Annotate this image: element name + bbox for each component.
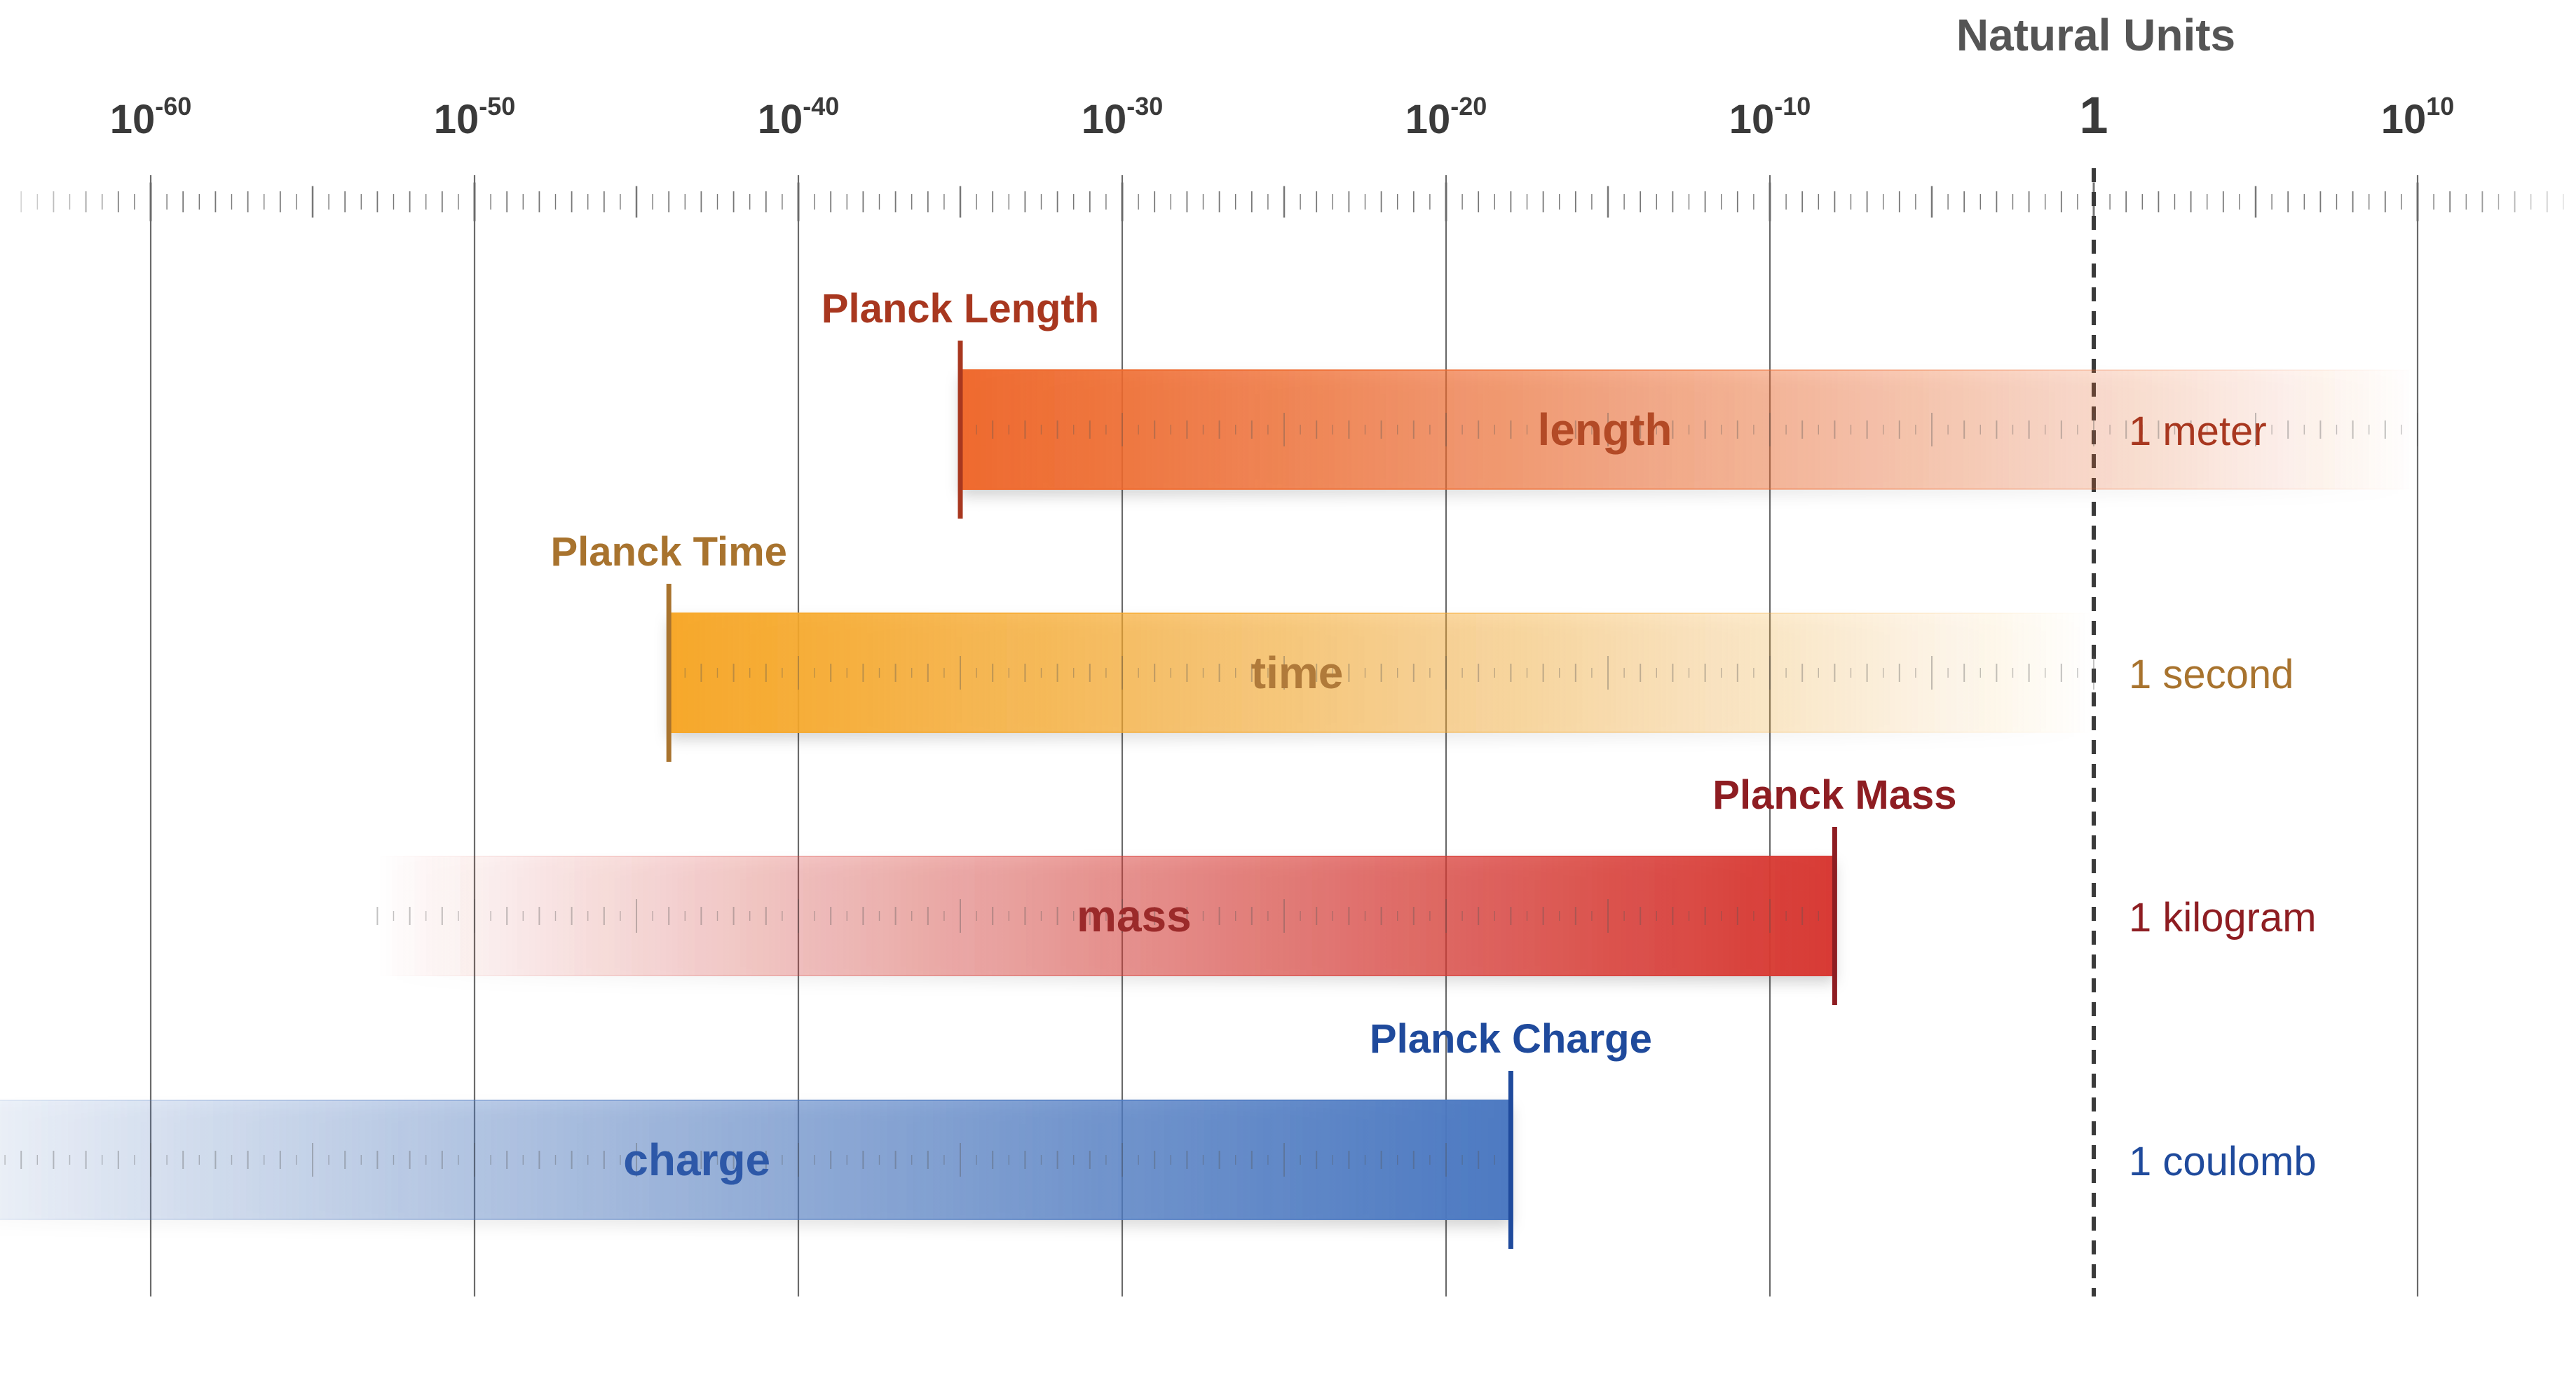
tick-label: 1 <box>2079 86 2108 144</box>
tick-label: 10-50 <box>434 92 516 142</box>
length-bar-label: length <box>1538 404 1672 455</box>
charge-bar-label: charge <box>623 1135 770 1185</box>
bar-length: Planck Length length 1 meter <box>822 286 2418 519</box>
natural-units-heading: Natural Units <box>1956 10 2235 60</box>
tick-label-exponent: -20 <box>1450 92 1487 121</box>
length-unit-label: 1 meter <box>2129 409 2267 454</box>
tick-label-exponent: 10 <box>2426 92 2454 121</box>
length-bar-fill <box>960 370 2418 489</box>
tick-label-exponent: -10 <box>1774 92 1811 121</box>
tick-label: 10-20 <box>1405 92 1487 142</box>
charge-planck-label: Planck Charge <box>1370 1016 1652 1062</box>
tick-label: 10-60 <box>110 92 192 142</box>
tick-label-exponent: -60 <box>155 92 191 121</box>
time-planck-label: Planck Time <box>550 529 786 575</box>
time-bar-fill <box>669 613 2094 732</box>
tick-label-exponent: -40 <box>803 92 839 121</box>
length-planck-label: Planck Length <box>822 286 1099 331</box>
time-bar-label: time <box>1251 648 1344 698</box>
tick-label: 10-30 <box>1082 92 1164 142</box>
mass-unit-label: 1 kilogram <box>2129 895 2317 940</box>
bar-time: Planck Time time 1 second <box>550 529 2294 762</box>
tick-label-base: 10 <box>110 97 156 142</box>
charge-bar-ticks <box>4 1143 1496 1177</box>
tick-label-base: 10 <box>1405 97 1451 142</box>
charge-bar-fill <box>0 1100 1511 1219</box>
tick-label-base: 10 <box>758 97 803 142</box>
tick-label: 1010 <box>2381 92 2455 142</box>
tick-label-base: 10 <box>434 97 479 142</box>
tick-label-exponent: -50 <box>479 92 515 121</box>
mass-bar-label: mass <box>1077 891 1192 941</box>
axis-labels: Natural Units 10-60 10-50 10-40 10-30 10-20 1… <box>110 10 2455 144</box>
time-bar-ticks <box>684 656 2094 690</box>
bar-mass: Planck Mass mass 1 kilogram <box>376 772 2317 1005</box>
tick-label: 10-40 <box>758 92 840 142</box>
bar-charge: Planck Charge charge 1 coulomb <box>0 1016 2317 1249</box>
tick-label-base: 10 <box>2381 97 2427 142</box>
tick-label-base: 10 <box>1729 97 1775 142</box>
quantity-bars: Planck Length length 1 meter Planck Time tim… <box>0 286 2418 1249</box>
time-unit-label: 1 second <box>2129 652 2294 697</box>
tick-label: 10-10 <box>1729 92 1811 142</box>
length-bar-ticks <box>976 413 2418 446</box>
mass-bar-fill <box>377 856 1835 976</box>
charge-unit-label: 1 coulomb <box>2129 1139 2317 1184</box>
tick-label-exponent: -30 <box>1126 92 1163 121</box>
tick-label-base: 10 <box>1082 97 1127 142</box>
tick-label-base: 1 <box>2079 86 2108 144</box>
mass-planck-label: Planck Mass <box>1712 772 1956 818</box>
mass-bar-ticks <box>376 899 1820 933</box>
axis-ruler <box>20 182 2564 221</box>
